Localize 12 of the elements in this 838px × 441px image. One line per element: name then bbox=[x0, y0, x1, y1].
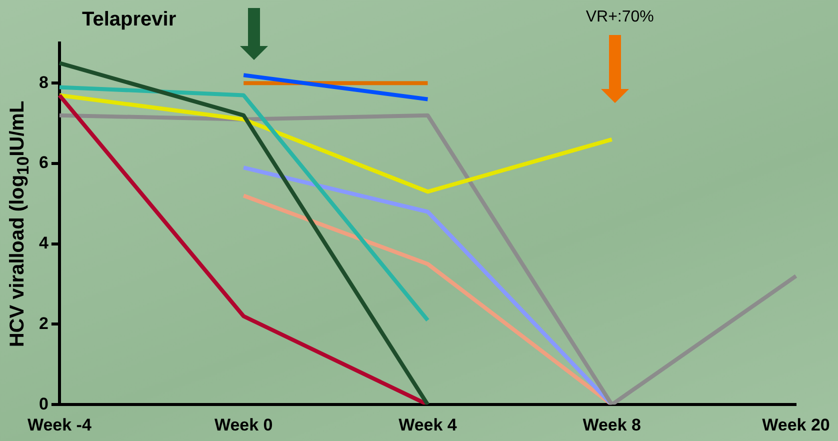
text: VR+:70% bbox=[586, 8, 654, 26]
text: Telaprevir bbox=[82, 8, 176, 31]
y-tick-label: 4 bbox=[38, 234, 49, 253]
x-tick-label: Week 8 bbox=[582, 415, 642, 434]
x-tick-label: Week -4 bbox=[27, 415, 92, 434]
x-tick-label: Week 4 bbox=[398, 415, 458, 434]
x-tick-label: Week 20 bbox=[762, 415, 830, 434]
y-tick-label: 2 bbox=[38, 314, 48, 333]
x-tick-label: Week 0 bbox=[214, 415, 273, 434]
y-tick-label: 8 bbox=[38, 72, 48, 92]
y-tick-label: 0 bbox=[38, 394, 48, 414]
y-tick-label: 6 bbox=[38, 153, 48, 172]
